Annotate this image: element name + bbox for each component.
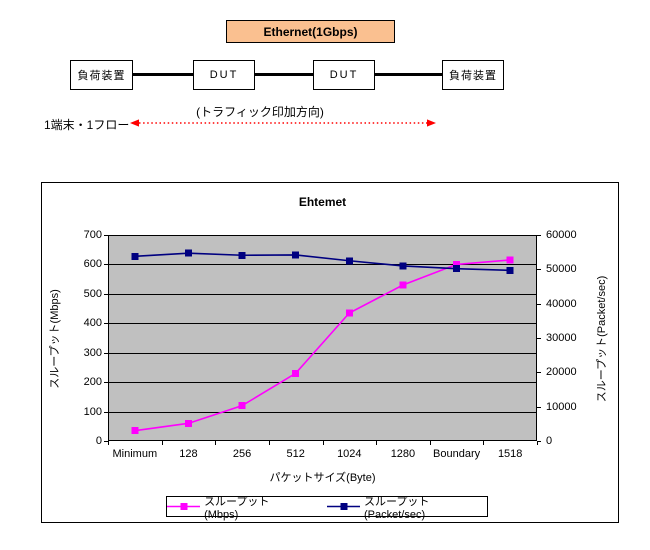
tick-label: 200 xyxy=(83,376,102,389)
tick-label: 20000 xyxy=(546,366,577,379)
legend-label: スループット(Mbps) xyxy=(204,495,270,521)
tick-label: 256 xyxy=(232,448,252,460)
load-device-left: 負荷装置 xyxy=(70,60,133,90)
legend-item: スループット(Mbps) xyxy=(167,493,301,521)
legend: スループット(Mbps) スループット(Packet/sec) xyxy=(166,496,488,521)
tick-label: 1024 xyxy=(337,448,362,460)
x-axis-title: パケットサイズ(Byte) xyxy=(269,472,376,484)
data-point-marker xyxy=(131,252,139,260)
ethernet-label-box: Ethernet(1Gbps) xyxy=(226,20,395,43)
data-point-marker xyxy=(345,309,353,317)
data-point-marker xyxy=(184,249,192,257)
tick-label: 60000 xyxy=(546,229,577,241)
chart-title: Ehtemet xyxy=(298,195,347,209)
data-point-marker xyxy=(399,262,407,270)
data-point-marker xyxy=(131,427,139,435)
data-point-marker xyxy=(399,281,407,289)
dut-2: DUT xyxy=(313,60,375,90)
data-point-marker xyxy=(453,265,461,273)
legend-item: スループット(Packet/sec) xyxy=(326,493,487,521)
link-line xyxy=(133,73,194,76)
data-point-marker xyxy=(238,251,246,259)
tick-label: 600 xyxy=(83,258,102,271)
tick-label: 30000 xyxy=(546,332,577,344)
legend-marker-icon xyxy=(167,503,201,510)
tick-label: 0 xyxy=(546,435,553,447)
data-point-marker xyxy=(506,266,514,274)
traffic-direction-label: (トラフィック印加方向) xyxy=(196,105,324,119)
traffic-direction-arrow-icon xyxy=(130,119,436,127)
tick-label: 128 xyxy=(179,448,198,460)
series-line xyxy=(134,252,511,272)
data-point-marker xyxy=(292,251,300,259)
tick-label: Minimum xyxy=(112,448,158,460)
tick-label: 0 xyxy=(95,435,102,447)
chart: Ehtemet スループット(Mbps) スループット(Packet/sec) … xyxy=(41,182,619,523)
tick-label: Boundary xyxy=(433,448,481,460)
data-point-marker xyxy=(345,257,353,265)
flow-label: 1端末・1フロー xyxy=(44,118,130,132)
data-point-marker xyxy=(453,260,461,268)
link-line xyxy=(374,73,443,76)
tick-label: 512 xyxy=(286,448,305,460)
dut-1: DUT xyxy=(193,60,255,90)
data-point-marker xyxy=(506,256,514,264)
tick-label: 10000 xyxy=(546,400,577,413)
tick-label: 500 xyxy=(83,287,102,300)
tick-label: 700 xyxy=(83,229,102,241)
legend-label: スループット(Packet/sec) xyxy=(363,495,430,521)
data-point-marker xyxy=(184,419,192,427)
tick-label: 300 xyxy=(83,346,102,359)
plot-border xyxy=(108,235,537,441)
tick-label: 400 xyxy=(83,317,102,330)
data-point-marker xyxy=(238,402,246,410)
tick-label: 40000 xyxy=(546,297,577,310)
tick-label: 1518 xyxy=(497,448,523,460)
load-device-right: 負荷装置 xyxy=(442,60,504,90)
data-point-marker xyxy=(292,369,300,377)
legend-marker-icon xyxy=(326,503,360,510)
link-line xyxy=(254,73,314,76)
tick-label: 1280 xyxy=(390,448,416,460)
tick-label: 100 xyxy=(83,405,102,418)
tick-label: 50000 xyxy=(546,263,577,276)
series-line xyxy=(134,259,511,432)
plot-area xyxy=(104,235,541,445)
